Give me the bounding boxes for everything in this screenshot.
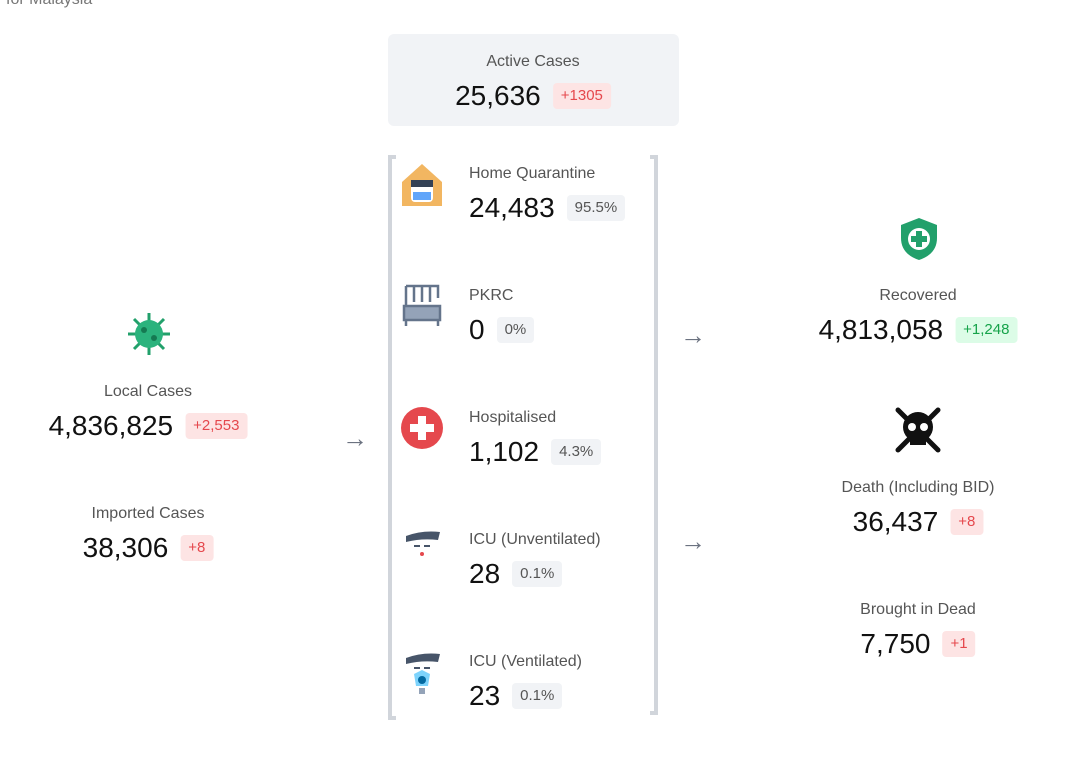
active-box <box>388 34 679 126</box>
brackets <box>388 155 658 720</box>
label: Active Cases <box>486 53 580 70</box>
label: Imported Cases <box>91 505 205 522</box>
change: +2,553 <box>185 413 248 439</box>
value: 7,750 <box>860 628 931 659</box>
imported: Imported Cases 38,306 +8 <box>83 504 214 564</box>
arrow: → <box>680 526 706 556</box>
value-row: 1,102 4.3% <box>469 436 602 468</box>
arrow: → <box>342 423 368 453</box>
subtitle: for Malaysia <box>6 0 92 10</box>
local: Local Cases 4,836,825 +2,553 <box>49 382 248 442</box>
value: 0 <box>469 314 485 345</box>
label: Local Cases <box>103 383 193 400</box>
value: 1,102 <box>469 436 540 467</box>
value: 36,437 <box>852 506 939 537</box>
value: 4,836,825 <box>48 410 174 441</box>
value: 38,306 <box>82 532 169 563</box>
recovered: Recovered 4,813,058 +1,248 <box>819 286 1018 346</box>
death: Death (Including BID) 36,437 +8 <box>842 478 995 538</box>
label: Brought in Dead <box>860 601 976 618</box>
value-row: 24,483 95.5% <box>469 192 626 224</box>
value-row: 23 0.1% <box>469 680 582 712</box>
label: ICU (Ventilated) <box>469 653 582 670</box>
skull-icon <box>895 407 941 453</box>
change: +1,248 <box>955 317 1018 343</box>
virus-icon <box>128 313 170 355</box>
change: +8 <box>180 535 214 561</box>
active: Active Cases 25,636 +1305 <box>455 52 611 112</box>
label: Death (Including BID) <box>841 479 995 496</box>
share: 0.1% <box>512 561 563 587</box>
change: +8 <box>950 509 984 535</box>
bid: Brought in Dead 7,750 +1 <box>860 600 976 660</box>
status: ICU (Unventilated) 28 0.1% <box>469 530 601 590</box>
label: ICU (Unventilated) <box>469 531 601 548</box>
value-row: 0 0% <box>469 314 535 346</box>
change: +1305 <box>552 83 611 109</box>
change: +1 <box>942 631 976 657</box>
shield-icon <box>901 218 937 260</box>
label: Hospitalised <box>469 409 557 426</box>
value: 28 <box>469 558 501 589</box>
label: Recovered <box>879 287 957 304</box>
status: PKRC 0 0% <box>469 286 535 346</box>
share: 0% <box>496 317 535 343</box>
arrow: → <box>680 320 706 350</box>
status: Hospitalised 1,102 4.3% <box>469 408 602 468</box>
share: 0.1% <box>512 683 563 709</box>
value: 24,483 <box>469 192 555 223</box>
label: Home Quarantine <box>469 165 596 182</box>
status: Home Quarantine 24,483 95.5% <box>469 164 626 224</box>
status: ICU (Ventilated) 23 0.1% <box>469 652 582 712</box>
value: 25,636 <box>455 80 541 111</box>
value: 4,813,058 <box>818 314 944 345</box>
label: PKRC <box>469 287 514 304</box>
value: 23 <box>469 680 501 711</box>
status-icons <box>401 164 443 694</box>
value-row: 28 0.1% <box>469 558 601 590</box>
share: 4.3% <box>551 439 602 465</box>
share: 95.5% <box>566 195 626 221</box>
